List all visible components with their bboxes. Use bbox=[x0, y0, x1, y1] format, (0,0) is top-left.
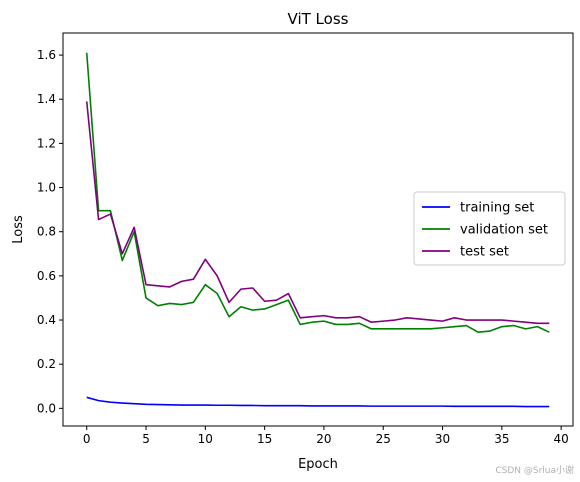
x-tick-label: 10 bbox=[198, 432, 213, 446]
legend-label-0: training set bbox=[460, 201, 534, 216]
x-tick-label: 40 bbox=[553, 432, 568, 446]
x-tick-label: 30 bbox=[435, 432, 450, 446]
plot-frame bbox=[62, 32, 574, 427]
y-tick-label: 1.0 bbox=[37, 181, 56, 195]
y-tick-label: 0.6 bbox=[37, 269, 56, 283]
x-tick-label: 35 bbox=[494, 432, 509, 446]
x-tick-label: 0 bbox=[83, 432, 91, 446]
x-tick-label: 25 bbox=[376, 432, 391, 446]
legend-label-1: validation set bbox=[460, 223, 548, 238]
chart-title: ViT Loss bbox=[288, 10, 349, 28]
x-tick-label: 15 bbox=[257, 432, 272, 446]
y-tick-label: 0.0 bbox=[37, 401, 56, 415]
series-line-2 bbox=[85, 101, 550, 325]
series-line-1 bbox=[85, 52, 550, 333]
y-tick-label: 1.4 bbox=[37, 92, 56, 106]
legend-label-2: test set bbox=[460, 245, 509, 260]
x-axis-label: Epoch bbox=[298, 457, 338, 472]
y-tick-label: 0.2 bbox=[37, 357, 56, 371]
y-axis-label: Loss bbox=[11, 215, 26, 244]
watermark: CSDN @Srlua小谢 bbox=[495, 466, 574, 476]
y-tick-label: 0.4 bbox=[37, 313, 56, 327]
y-tick-label: 1.6 bbox=[37, 48, 56, 62]
x-tick-label: 5 bbox=[142, 432, 150, 446]
y-tick-label: 1.2 bbox=[37, 136, 56, 150]
legend-box bbox=[413, 191, 566, 266]
x-tick-label: 20 bbox=[316, 432, 331, 446]
series-line-0 bbox=[86, 396, 550, 408]
y-tick-label: 0.8 bbox=[37, 225, 56, 239]
